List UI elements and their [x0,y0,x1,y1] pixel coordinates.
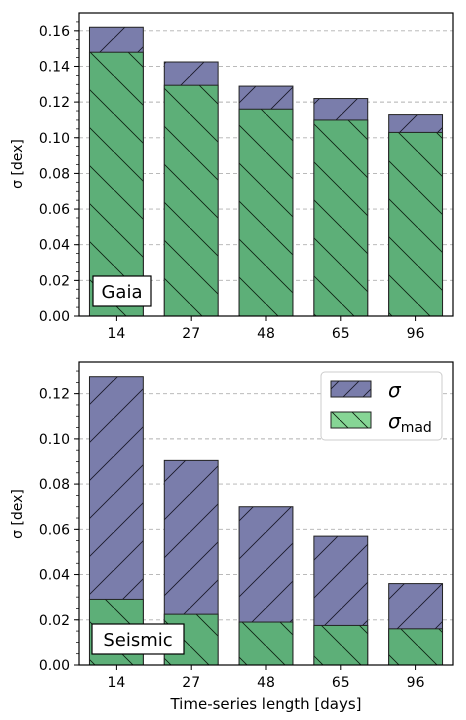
seismic-y-tick-label: 0.02 [39,613,70,629]
seismic-bar-sigma-mad-48-hatch [238,621,294,666]
seismic-panel-label: Seismic [91,623,185,655]
seismic-y-tick-label: 0.06 [39,522,70,538]
gaia-x-tick-label: 96 [407,326,425,342]
seismic-bar-sigma-mad-96-hatch [388,628,444,666]
seismic-y-tick-label: 0.04 [39,568,70,584]
seismic-bar-sigma-mad-65-hatch [313,624,369,666]
seismic-x-tick-label: 96 [407,675,425,691]
seismic-x-tick-label: 48 [257,675,275,691]
gaia-bar-sigma-mad-65-hatch [313,119,369,317]
gaia-y-tick-label: 0.00 [39,309,70,325]
seismic-y-axis-label: σ [dex] [10,489,26,539]
gaia-y-tick-label: 0.10 [39,131,70,147]
seismic-y-tick-label: 0.12 [39,387,70,403]
gaia-ticks: 0.00 0.02 0.04 0.06 0.08 0.10 0.12 0.14 0.16 14 27… [39,21,425,342]
seismic-ticks: 0.00 0.02 0.04 0.06 0.08 0.10 0.12 14 27 48 65 96 [39,370,425,691]
seismic-panel-label-text: Seismic [103,630,172,651]
gaia-bar-sigma-mad-14-hatch [88,51,144,317]
gaia-panel: 0.00 0.02 0.04 0.06 0.08 0.10 0.12 0.14 0.16 14 27… [10,12,454,342]
legend-entry-sigma-mad: σmad [330,409,432,436]
seismic-x-tick-label: 14 [107,675,125,691]
gaia-x-tick-label: 14 [107,326,125,342]
legend-label-sigma-mad: σmad [388,409,432,436]
gaia-x-tick-label: 65 [332,326,350,342]
gaia-y-tick-label: 0.16 [39,24,70,40]
seismic-y-tick-label: 0.00 [39,658,70,674]
gaia-y-tick-label: 0.06 [39,202,70,218]
gaia-y-tick-label: 0.12 [39,95,70,111]
seismic-y-tick-label: 0.08 [39,477,70,493]
gaia-y-tick-label: 0.14 [39,59,70,75]
gaia-y-tick-label: 0.02 [39,273,70,289]
legend-entry-sigma: σ [330,378,402,402]
gaia-x-tick-label: 48 [257,326,275,342]
gaia-panel-label: Gaia [92,275,152,307]
gaia-panel-label-text: Gaia [101,282,142,303]
legend: σ σmad [320,371,443,441]
gaia-y-tick-label: 0.08 [39,166,70,182]
gaia-y-tick-label: 0.04 [39,238,70,254]
gaia-bars [88,26,444,317]
gaia-x-tick-label: 27 [182,326,200,342]
seismic-x-tick-label: 27 [182,675,200,691]
gaia-y-axis-label: σ [dex] [10,139,26,189]
gaia-bar-sigma-mad-48-hatch [238,108,294,317]
gaia-bar-sigma-mad-96-hatch [388,131,444,317]
legend-label-sigma: σ [388,378,402,402]
x-axis-label: Time-series length [days] [169,695,361,713]
seismic-x-tick-label: 65 [332,675,350,691]
seismic-panel: 0.00 0.02 0.04 0.06 0.08 0.10 0.12 14 27 48 65 96 σ… [10,361,454,713]
seismic-y-tick-label: 0.10 [39,432,70,448]
gaia-bar-sigma-mad-27-hatch [163,84,219,317]
